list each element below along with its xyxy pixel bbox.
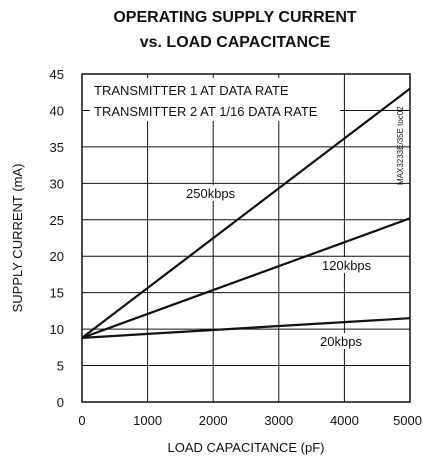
y-tick-label: 35	[50, 140, 64, 155]
annotation-line-1: TRANSMITTER 1 AT DATA RATE	[94, 83, 289, 98]
x-tick-label: 2000	[199, 413, 228, 428]
label-bg-120kbps	[320, 257, 378, 273]
x-tick-label: 4000	[330, 413, 359, 428]
annotation-line-2: TRANSMITTER 2 AT 1/16 DATA RATE	[94, 104, 318, 119]
figure-id: MAX3233E/35E toc02	[396, 106, 405, 185]
y-tick-label: 40	[50, 103, 64, 118]
y-tick-label: 5	[57, 359, 64, 374]
series-label-250kbps: 250kbps	[186, 186, 236, 201]
label-bg-250kbps	[184, 185, 244, 201]
series-label-120kbps: 120kbps	[322, 258, 372, 273]
y-tick-label: 25	[50, 213, 64, 228]
x-tick-labels: 0 1000 2000 3000 4000 5000	[78, 413, 422, 428]
series-line-250kbps	[81, 87, 411, 339]
chart-title-line-2: vs. LOAD CAPACITANCE	[140, 34, 331, 51]
label-bg-20kbps	[318, 333, 370, 349]
y-tick-label: 45	[50, 67, 64, 82]
series-line-20kbps	[81, 317, 411, 339]
x-tick-label: 5000	[393, 413, 422, 428]
grid	[82, 74, 410, 402]
series-lines	[81, 87, 411, 339]
plot-frame	[81, 73, 411, 403]
y-tick-label: 20	[50, 249, 64, 264]
chart-title-line-1: OPERATING SUPPLY CURRENT	[113, 9, 357, 26]
series-label-20kbps: 20kbps	[320, 334, 362, 349]
y-tick-label: 15	[50, 286, 64, 301]
y-axis-label: SUPPLY CURRENT (mA)	[10, 164, 25, 313]
y-tick-label: 0	[57, 395, 64, 410]
y-tick-labels: 0 5 10 15 20 25 30 35 40 45	[50, 67, 64, 410]
x-tick-label: 1000	[133, 413, 162, 428]
y-tick-label: 10	[50, 322, 64, 337]
x-axis-label: LOAD CAPACITANCE (pF)	[168, 440, 325, 455]
x-tick-label: 0	[78, 413, 85, 428]
annotation-background	[90, 78, 340, 121]
series-line-120kbps	[81, 217, 411, 339]
annotation-box: TRANSMITTER 1 AT DATA RATE TRANSMITTER 2…	[90, 78, 340, 121]
y-tick-label: 30	[50, 176, 64, 191]
x-tick-label: 3000	[264, 413, 293, 428]
